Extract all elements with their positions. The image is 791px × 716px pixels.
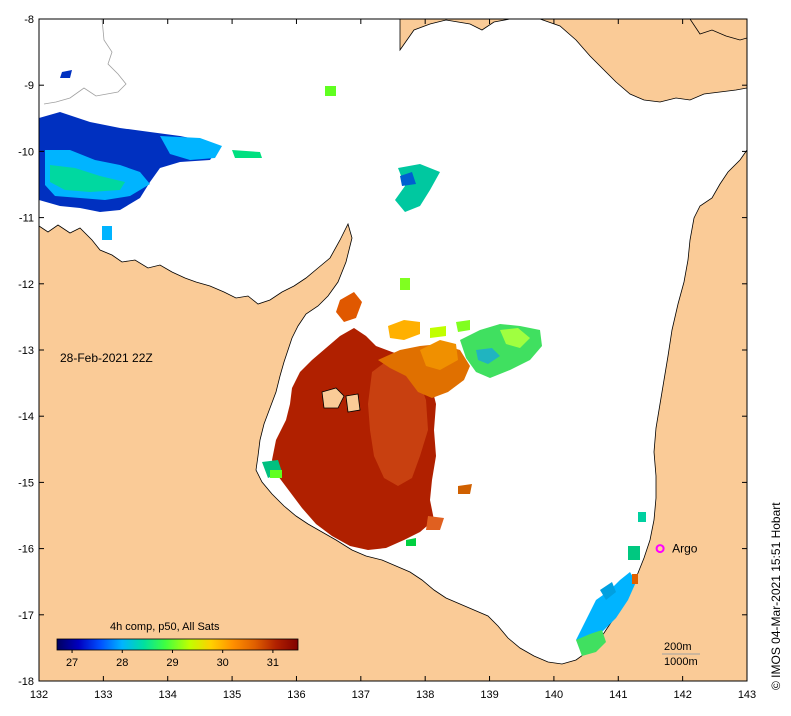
lat-tick-label: -11 bbox=[19, 213, 34, 225]
timestamp-label: 28-Feb-2021 22Z bbox=[60, 351, 153, 365]
lon-tick-label: 134 bbox=[159, 689, 177, 701]
colorbar-ticks: 27 28 29 30 31 bbox=[66, 650, 279, 669]
lon-tick-label: 141 bbox=[609, 689, 627, 701]
sst-data-layer bbox=[39, 70, 646, 656]
lat-tick-label: -18 bbox=[18, 676, 34, 688]
lat-tick-label: -17 bbox=[18, 610, 34, 622]
colorbar-tick-label: 31 bbox=[267, 657, 279, 669]
colorbar-tick-label: 30 bbox=[217, 657, 229, 669]
colorbar bbox=[56, 638, 299, 651]
colorbar-tick-label: 28 bbox=[116, 657, 128, 669]
longitude-axis: 132 133 134 135 136 137 138 139 140 141 142 143 bbox=[30, 19, 756, 701]
lon-tick-label: 135 bbox=[223, 689, 241, 701]
lon-tick-label: 133 bbox=[94, 689, 112, 701]
lat-tick-label: -10 bbox=[18, 146, 34, 158]
lat-tick-label: -16 bbox=[18, 544, 34, 556]
lon-tick-label: 137 bbox=[352, 689, 370, 701]
lat-tick-label: -9 bbox=[24, 80, 34, 92]
lon-tick-label: 139 bbox=[480, 689, 498, 701]
credit-label: © IMOS 04-Mar-2021 15:51 Hobart bbox=[769, 502, 783, 690]
lat-tick-label: -13 bbox=[18, 345, 34, 357]
land-cape-york bbox=[399, 19, 747, 103]
isobath-contour bbox=[43, 19, 127, 105]
colorbar-tick-label: 29 bbox=[166, 657, 178, 669]
lon-tick-label: 140 bbox=[545, 689, 563, 701]
island bbox=[345, 393, 361, 413]
lon-tick-label: 132 bbox=[30, 689, 48, 701]
isobath-1000m-label: 1000m bbox=[664, 656, 698, 668]
lat-tick-label: -15 bbox=[18, 477, 34, 489]
lon-tick-label: 138 bbox=[416, 689, 434, 701]
land-arnhem-land bbox=[39, 149, 747, 681]
argo-float-marker[interactable] bbox=[655, 544, 665, 554]
lat-tick-label: -14 bbox=[18, 411, 34, 423]
lon-tick-label: 142 bbox=[673, 689, 691, 701]
isobath-200m-label: 200m bbox=[664, 641, 692, 653]
lon-tick-label: 143 bbox=[738, 689, 756, 701]
colorbar-title: 4h comp, p50, All Sats bbox=[110, 621, 220, 633]
argo-label: Argo bbox=[672, 542, 698, 556]
colorbar-tick-label: 27 bbox=[66, 657, 78, 669]
lat-tick-label: -8 bbox=[24, 14, 34, 26]
lon-tick-label: 136 bbox=[287, 689, 305, 701]
lat-tick-label: -12 bbox=[18, 279, 34, 291]
island bbox=[321, 387, 345, 409]
latitude-axis: -8 -9 -10 -11 -12 -13 -14 -15 -16 -17 -18 bbox=[18, 14, 747, 688]
land-torres-strait bbox=[689, 19, 747, 41]
